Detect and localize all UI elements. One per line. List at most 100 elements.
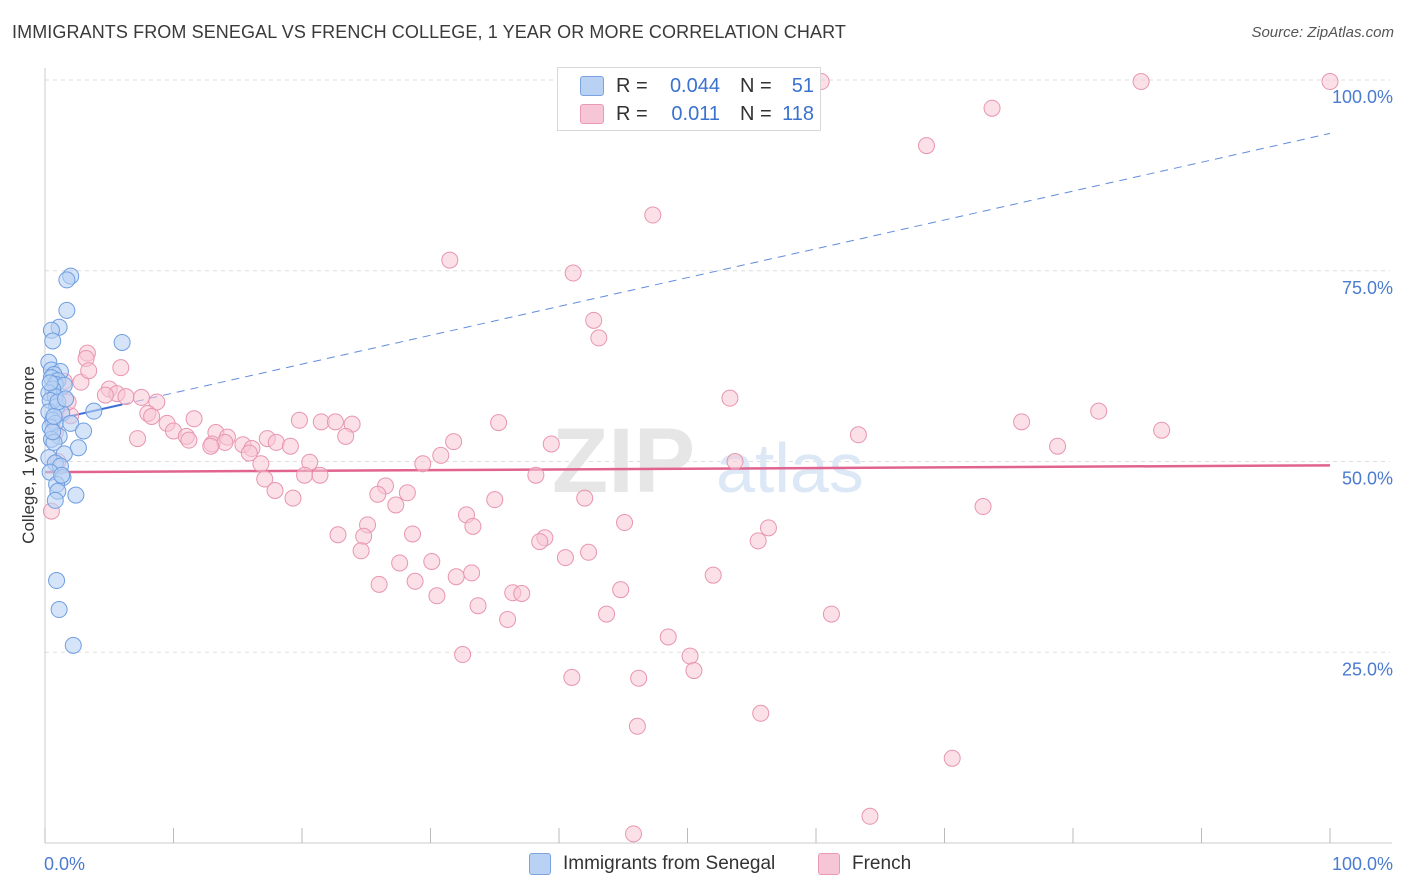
series-legend: Immigrants from Senegal French bbox=[0, 850, 1406, 880]
french-point bbox=[563, 668, 581, 686]
french-point bbox=[513, 584, 531, 602]
french-point bbox=[759, 519, 777, 537]
senegal-legend-label: Immigrants from Senegal bbox=[563, 853, 776, 874]
y-axis-title: College, 1 year or more bbox=[19, 366, 38, 544]
french-point bbox=[129, 430, 147, 448]
french-point bbox=[486, 491, 504, 509]
french-point bbox=[252, 455, 270, 473]
senegal-point bbox=[50, 601, 68, 619]
french-point bbox=[576, 489, 594, 507]
r-value: 0.011 bbox=[671, 102, 720, 125]
x-tick-label: 0.0% bbox=[44, 854, 85, 874]
french-point bbox=[1013, 413, 1031, 431]
french-point bbox=[943, 749, 961, 767]
stats-row-senegal: R = 0.044 N = 51 bbox=[580, 73, 814, 99]
senegal-point bbox=[58, 301, 76, 319]
french-point bbox=[625, 825, 643, 843]
french-point bbox=[469, 597, 487, 615]
french-point bbox=[404, 525, 422, 543]
french-point bbox=[983, 99, 1001, 117]
french-point bbox=[266, 481, 284, 499]
x-tick-label: 100.0% bbox=[1332, 854, 1393, 874]
watermark: ZIP atlas bbox=[552, 410, 864, 512]
french-point bbox=[290, 411, 308, 429]
french-point bbox=[370, 575, 388, 593]
french-point bbox=[185, 410, 203, 428]
senegal-point bbox=[44, 423, 62, 441]
senegal-point bbox=[75, 422, 93, 440]
french-point bbox=[644, 206, 662, 224]
r-value: 0.044 bbox=[669, 74, 720, 97]
senegal-point bbox=[85, 402, 103, 420]
french-point bbox=[96, 386, 114, 404]
legend-item-french[interactable]: French bbox=[818, 853, 911, 875]
tick-labels: 100.0% 75.0% 50.0% 25.0% 0.0% 100.0% bbox=[44, 87, 1393, 874]
y-tick-label: 75.0% bbox=[1342, 278, 1393, 298]
french-point bbox=[414, 455, 432, 473]
french-point bbox=[267, 433, 285, 451]
french-point bbox=[180, 431, 198, 449]
french-point bbox=[391, 554, 409, 572]
french-point bbox=[454, 646, 472, 664]
french-point bbox=[80, 362, 98, 380]
grid-layer bbox=[45, 79, 1390, 653]
french-point bbox=[296, 466, 314, 484]
french-point bbox=[326, 413, 344, 431]
r-label: R = bbox=[616, 74, 648, 97]
french-point bbox=[685, 662, 703, 680]
french-point bbox=[861, 807, 879, 825]
french-point bbox=[132, 388, 150, 406]
french-point bbox=[1321, 73, 1339, 91]
senegal-point bbox=[113, 333, 131, 351]
french-point bbox=[704, 566, 722, 584]
n-label: N = bbox=[740, 74, 772, 97]
french-point bbox=[749, 532, 767, 550]
french-point bbox=[499, 610, 517, 628]
french-point bbox=[240, 444, 258, 462]
french-point bbox=[616, 514, 634, 532]
senegal-point bbox=[62, 414, 80, 432]
french-point bbox=[445, 433, 463, 451]
french-point bbox=[527, 466, 545, 484]
french-point bbox=[406, 572, 424, 590]
french-swatch bbox=[580, 104, 604, 124]
senegal-point bbox=[69, 439, 87, 457]
french-point bbox=[423, 552, 441, 570]
french-point bbox=[284, 489, 302, 507]
source-label: Source: ZipAtlas.com bbox=[1251, 24, 1394, 41]
french-point bbox=[117, 388, 135, 406]
french-point bbox=[311, 466, 329, 484]
r-label: R = bbox=[616, 102, 648, 125]
french-point bbox=[628, 717, 646, 735]
stats-legend: R = 0.044 N = 51 R = 0.011 N = 118 bbox=[557, 67, 821, 131]
french-point bbox=[659, 628, 677, 646]
french-points bbox=[42, 73, 1339, 843]
french-legend-label: French bbox=[852, 853, 912, 874]
french-point bbox=[463, 564, 481, 582]
senegal-points bbox=[40, 267, 131, 654]
french-point bbox=[630, 669, 648, 687]
french-point bbox=[281, 437, 299, 455]
french-point bbox=[352, 542, 370, 560]
french-point bbox=[447, 568, 465, 586]
french-point bbox=[822, 605, 840, 623]
french-point bbox=[369, 485, 387, 503]
senegal-point bbox=[48, 572, 66, 590]
french-point bbox=[1049, 437, 1067, 455]
french-point bbox=[580, 543, 598, 561]
senegal-point bbox=[44, 332, 62, 350]
french-point bbox=[464, 517, 482, 535]
french-point bbox=[216, 433, 234, 451]
senegal-point bbox=[58, 271, 76, 289]
french-point bbox=[849, 426, 867, 444]
french-point bbox=[143, 407, 161, 425]
n-label: N = bbox=[740, 102, 772, 125]
y-tick-label: 100.0% bbox=[1332, 87, 1393, 107]
legend-item-senegal[interactable]: Immigrants from Senegal bbox=[529, 853, 775, 875]
y-tick-label: 50.0% bbox=[1342, 469, 1393, 489]
french-point bbox=[564, 264, 582, 282]
french-point bbox=[721, 389, 739, 407]
n-value: 118 bbox=[782, 102, 814, 125]
french-point bbox=[585, 311, 603, 329]
french-point bbox=[441, 251, 459, 269]
